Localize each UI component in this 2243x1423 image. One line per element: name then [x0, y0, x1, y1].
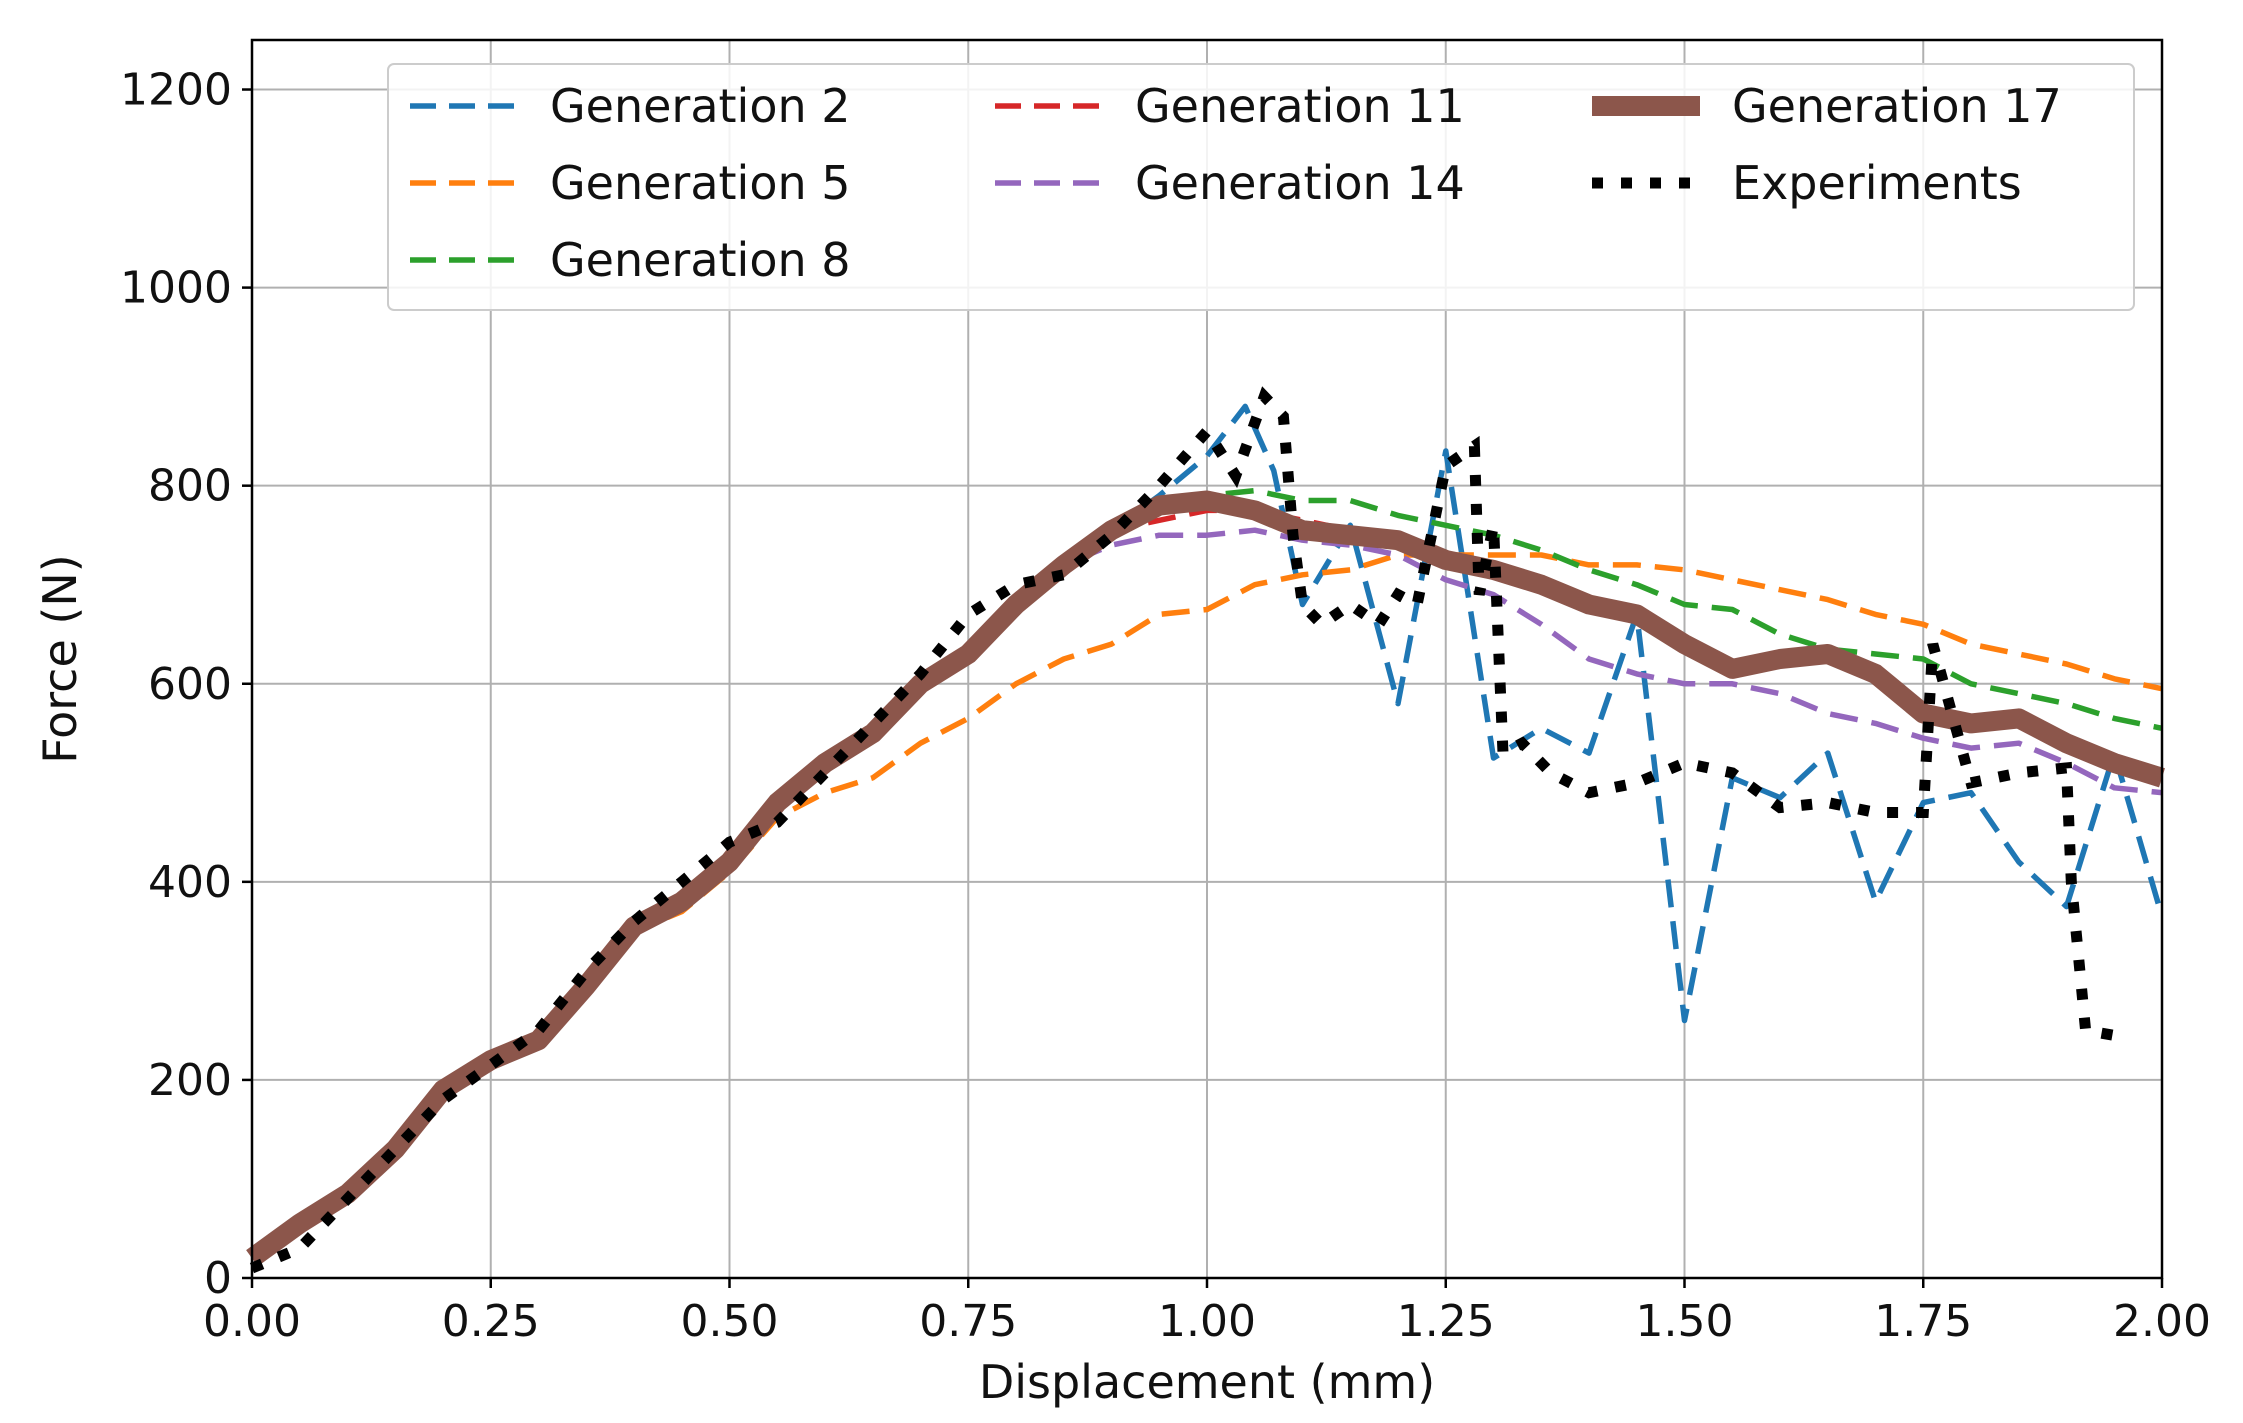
series-line-experiments [249, 386, 2116, 1274]
y-axis-title: Force (N) [33, 554, 87, 763]
axis-ticks: 0.00 0.25 0.50 0.75 1.00 1.25 1.50 1.75 2.00 0 200… [120, 65, 2211, 1347]
legend-label: Generation 5 [550, 156, 851, 210]
y-tick-label: 800 [148, 461, 232, 512]
legend-label: Generation 2 [550, 79, 851, 133]
series-line-generation-14 [250, 527, 2163, 1261]
legend-label: Experiments [1732, 156, 2022, 210]
legend-label: Generation 11 [1135, 79, 1465, 133]
series-line-generation-17 [246, 490, 2165, 1267]
legend: Generation 2 Generation 5 Generation 8 Gene… [387, 63, 2135, 311]
y-tick-label: 0 [204, 1253, 232, 1304]
legend-items: Generation 2 Generation 5 Generation 8 Gene… [410, 79, 2062, 287]
x-tick-label: 0.25 [442, 1296, 540, 1347]
legend-box [387, 63, 2135, 311]
x-axis-title: Displacement (mm) [979, 1355, 1435, 1409]
y-tick-label: 1200 [120, 65, 232, 116]
x-tick-label: 1.75 [1874, 1296, 1972, 1347]
legend-label: Generation 17 [1732, 79, 2062, 133]
legend-label: Generation 14 [1135, 156, 1465, 210]
x-tick-label: 2.00 [2113, 1296, 2211, 1347]
legend-label: Generation 8 [550, 233, 851, 287]
x-tick-label: 0.50 [681, 1296, 779, 1347]
x-tick-label: 1.25 [1397, 1296, 1495, 1347]
x-tick-label: 1.50 [1636, 1296, 1734, 1347]
y-tick-label: 1000 [120, 263, 232, 314]
y-tick-label: 400 [148, 857, 232, 908]
y-tick-label: 600 [148, 659, 232, 710]
series-lines [246, 386, 2165, 1274]
x-tick-label: 1.00 [1158, 1296, 1256, 1347]
x-tick-label: 0.75 [919, 1296, 1017, 1347]
y-tick-label: 200 [148, 1055, 232, 1106]
series-line-generation-5 [250, 552, 2163, 1261]
x-tick-label: 0.00 [203, 1296, 301, 1347]
